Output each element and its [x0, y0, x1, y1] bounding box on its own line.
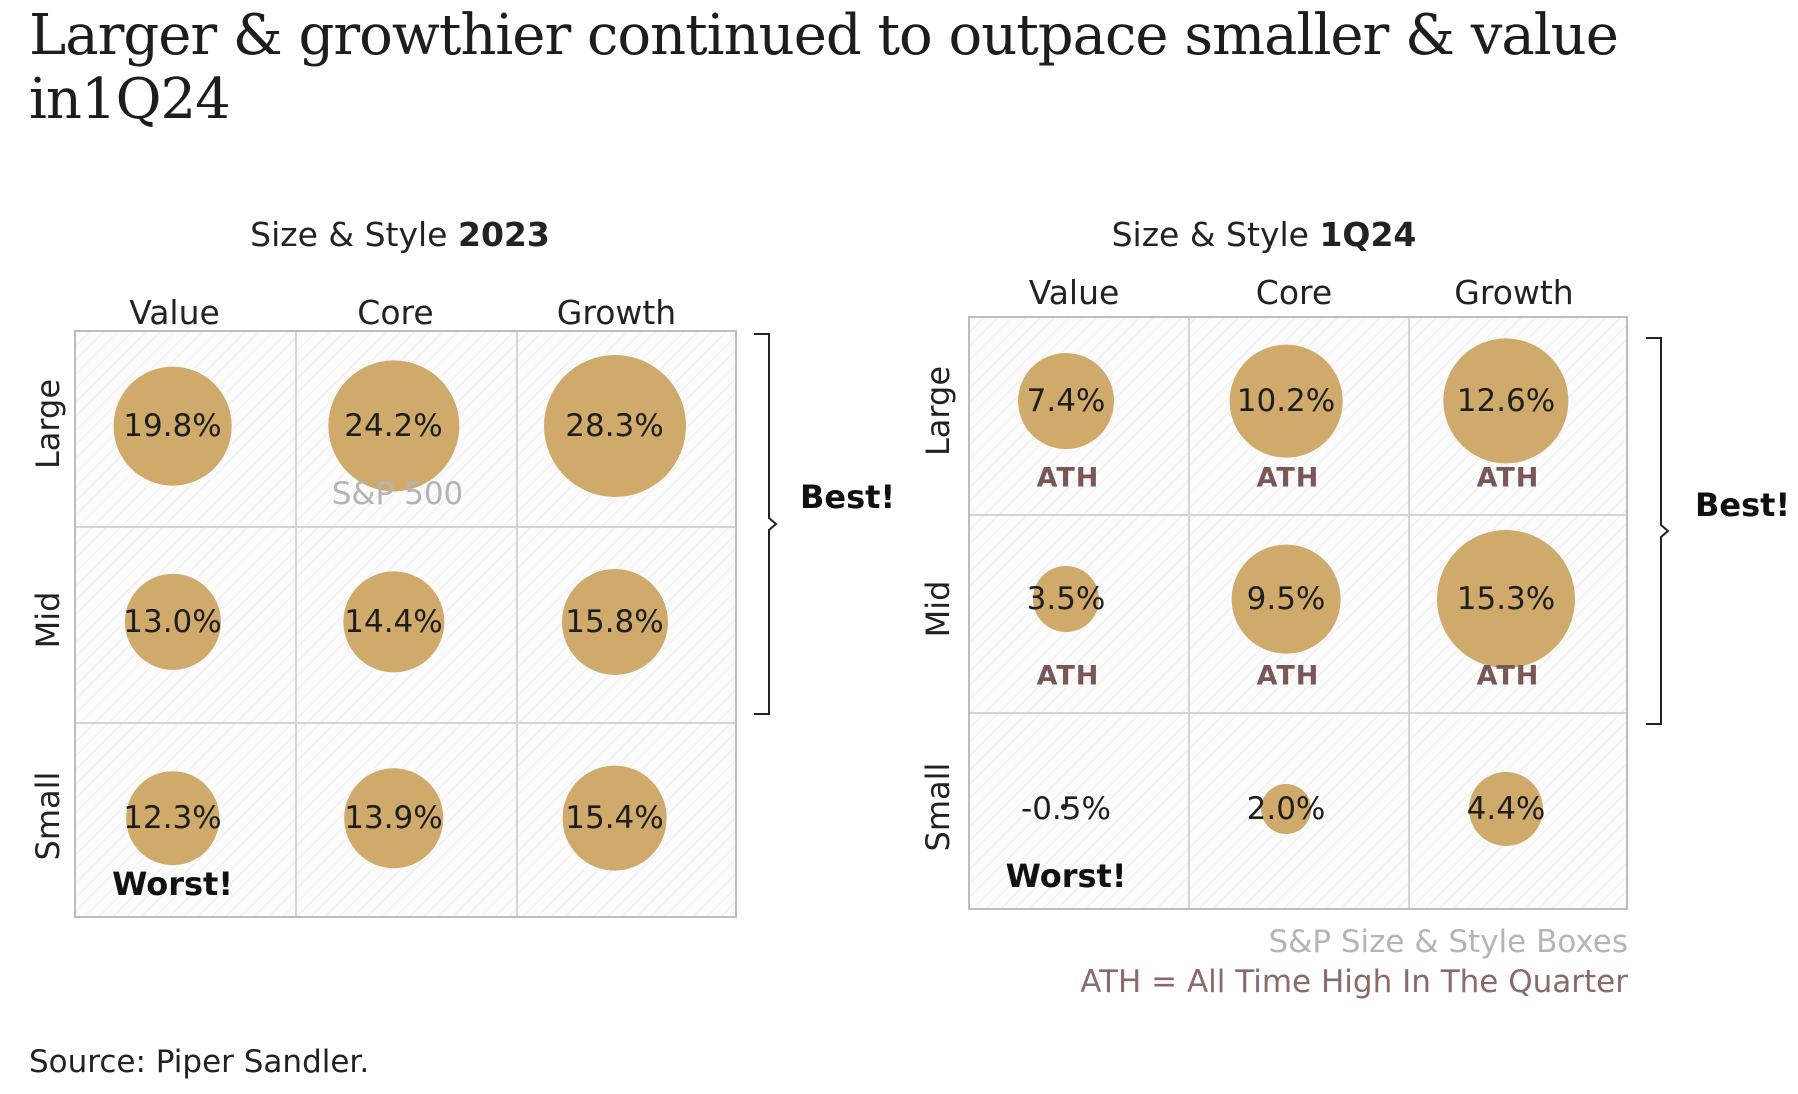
data-label: 7.4% — [1026, 383, 1106, 419]
best-bracket — [1646, 337, 1670, 725]
data-label: 24.2% — [344, 408, 443, 444]
ath-label: ATH — [1036, 660, 1100, 692]
bracket-path — [754, 333, 778, 715]
bubble — [1061, 804, 1067, 810]
row-header-mid: Mid — [919, 580, 957, 638]
bubble — [1443, 338, 1569, 464]
bubble — [124, 573, 221, 671]
worst-label: Worst! — [1005, 857, 1127, 895]
grid-line — [516, 332, 518, 916]
panel-title-period: 1Q24 — [1319, 215, 1417, 254]
worst-label: Worst! — [112, 865, 233, 903]
chart-title: Larger & growthier continued to outpace … — [29, 3, 1619, 132]
column-header-value: Value — [1028, 273, 1120, 312]
data-label: 19.8% — [123, 408, 222, 444]
row-header-small: Small — [919, 762, 957, 852]
bubble — [1231, 544, 1341, 654]
panel-title-prefix: Size & Style — [1111, 215, 1320, 254]
ath-label: ATH — [1476, 462, 1540, 494]
sp500-label: S&P 500 — [331, 476, 464, 512]
best-label: Best! — [1695, 486, 1791, 524]
bubble — [1018, 353, 1114, 449]
ath-label: ATH — [1256, 660, 1320, 692]
bubble — [1033, 566, 1099, 632]
ath-label: ATH — [1036, 462, 1100, 494]
row-header-small: Small — [29, 771, 67, 861]
data-label: 15.8% — [565, 604, 664, 640]
data-label: 4.4% — [1466, 791, 1546, 827]
data-label: 9.5% — [1246, 581, 1326, 617]
legend-ath-note: ATH = All Time High In The Quarter — [1080, 964, 1628, 1000]
bubble — [1469, 772, 1543, 846]
bubble — [125, 771, 220, 865]
data-label: 28.3% — [565, 408, 664, 444]
column-header-growth: Growth — [556, 293, 677, 332]
data-label: -0.5% — [1021, 791, 1111, 827]
row-header-large: Large — [919, 365, 957, 457]
bubble — [342, 571, 445, 673]
row-header-mid: Mid — [29, 591, 67, 649]
bubble — [561, 568, 668, 676]
data-label: 14.4% — [344, 604, 443, 640]
row-header-large: Large — [29, 378, 67, 470]
grid-line — [1408, 318, 1410, 908]
column-header-growth: Growth — [1454, 273, 1574, 312]
data-label: 15.3% — [1456, 581, 1556, 617]
grid-line — [76, 722, 735, 724]
bubble — [1437, 530, 1575, 668]
column-header-value: Value — [129, 293, 220, 332]
ath-label: ATH — [1256, 462, 1320, 494]
panel-title-period: 2023 — [457, 215, 550, 254]
grid-line — [295, 332, 297, 916]
legend-boxes-note: S&P Size & Style Boxes — [1268, 924, 1628, 960]
data-label: 10.2% — [1236, 383, 1336, 419]
bubble — [562, 765, 667, 871]
data-label: 13.0% — [123, 604, 222, 640]
data-label: 15.4% — [565, 800, 664, 836]
data-label: 13.9% — [344, 800, 443, 836]
grid-line — [970, 712, 1626, 714]
bubble — [343, 768, 444, 868]
bubble — [327, 360, 460, 492]
grid-line — [1188, 318, 1190, 908]
panel-title: Size & Style 1Q24 — [1112, 215, 1417, 254]
source-note: Source: Piper Sandler. — [29, 1044, 370, 1080]
data-label: 2.0% — [1246, 791, 1326, 827]
column-header-core: Core — [357, 293, 434, 332]
bracket-path — [1646, 337, 1670, 725]
column-header-core: Core — [1255, 273, 1333, 312]
panel-title: Size & Style 2023 — [250, 215, 550, 254]
best-label: Best! — [800, 478, 896, 516]
bubble — [1229, 344, 1343, 458]
data-label: 12.6% — [1456, 383, 1556, 419]
bubble — [543, 355, 686, 497]
data-label: 12.3% — [123, 800, 222, 836]
grid-line — [970, 514, 1626, 516]
best-bracket — [754, 333, 778, 715]
bubble — [113, 366, 232, 486]
ath-label: ATH — [1476, 660, 1540, 692]
panel-title-prefix: Size & Style — [250, 215, 458, 254]
bubble — [1261, 784, 1311, 834]
data-label: 3.5% — [1026, 581, 1106, 617]
grid-line — [76, 526, 735, 528]
